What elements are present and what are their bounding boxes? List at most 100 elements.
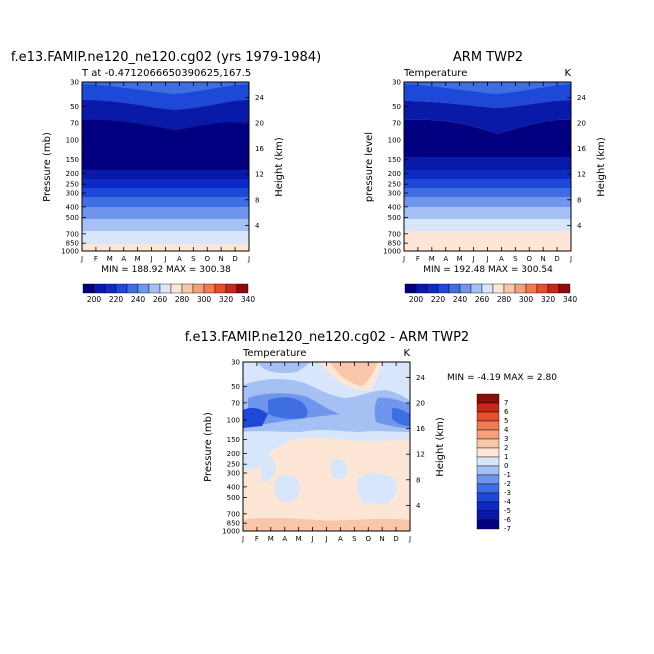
stats-text: MIN = 188.92 MAX = 300.38	[101, 265, 231, 275]
y-right-tick-label: 20	[255, 119, 264, 127]
colorbar-label: 260	[475, 295, 490, 304]
x-tick-label: M	[296, 535, 302, 543]
y-tick-label: 70	[392, 119, 401, 127]
colorbar-label: -2	[504, 480, 511, 488]
y-right-tick-label: 16	[255, 145, 264, 153]
x-tick-label: J	[311, 535, 314, 543]
colorbar-swatch	[547, 283, 560, 294]
colorbar-swatch	[104, 283, 117, 294]
colorbar-swatch	[126, 283, 139, 294]
y-right-tick-label: 4	[255, 222, 260, 230]
y-tick-label: 500	[388, 214, 401, 222]
x-tick-label: M	[457, 255, 463, 263]
level-band-200	[82, 119, 249, 170]
colorbar-label: 1	[504, 453, 508, 461]
colorbar-swatch	[214, 283, 227, 294]
colorbar-swatch	[159, 283, 172, 294]
y-tick-label: 850	[66, 240, 79, 248]
level-band-250	[404, 197, 571, 207]
colorbar-label: 280	[497, 295, 512, 304]
y-tick-label: 250	[227, 461, 240, 469]
colorbar-label: -4	[504, 498, 512, 506]
panel-title: f.e13.FAMIP.ne120_ne120.cg02 - ARM TWP2	[185, 330, 469, 345]
colorbar-label: 340	[241, 295, 256, 304]
y-tick-label: 700	[388, 230, 401, 238]
colorbar-swatch	[476, 465, 500, 476]
x-tick-label: M	[429, 255, 435, 263]
y-tick-label: 700	[66, 230, 79, 238]
stats-text: MIN = 192.48 MAX = 300.54	[423, 265, 553, 275]
colorbar-swatch	[476, 510, 500, 521]
colorbar-swatch	[459, 283, 472, 294]
colorbar-swatch	[476, 429, 500, 440]
level-band-220	[404, 170, 571, 179]
x-tick-label: A	[499, 255, 504, 263]
panel-subtitle-unit: K	[403, 348, 410, 359]
x-tick-label: F	[416, 255, 420, 263]
colorbar-swatch	[476, 402, 500, 413]
y-axis-label-right: Height (km)	[274, 137, 285, 197]
panel-subtitle: Temperature	[403, 68, 467, 79]
colorbar-label: 0	[504, 462, 508, 470]
colorbar-swatch	[476, 393, 500, 404]
y-tick-label: 300	[66, 189, 79, 197]
x-tick-label: S	[513, 255, 518, 263]
x-tick-label: O	[204, 255, 210, 263]
colorbar-label: -6	[504, 516, 512, 524]
colorbar-swatch	[437, 283, 450, 294]
colorbar-label: -3	[504, 489, 511, 497]
y-right-tick-label: 24	[577, 94, 586, 102]
level-band-minus4-left	[268, 397, 308, 419]
x-tick-label: F	[94, 255, 98, 263]
x-tick-label: S	[352, 535, 357, 543]
y-tick-label: 200	[66, 170, 79, 178]
y-right-tick-label: 24	[416, 374, 425, 382]
y-tick-label: 70	[231, 399, 240, 407]
colorbar-label: 240	[453, 295, 468, 304]
y-axis-label: pressure level	[364, 132, 375, 202]
x-tick-label: J	[472, 255, 475, 263]
x-tick-label: N	[380, 535, 385, 543]
colorbar-swatch	[481, 283, 494, 294]
colorbar-label: 260	[153, 295, 168, 304]
y-tick-label: 30	[392, 79, 401, 87]
colorbar-swatch	[476, 483, 500, 494]
y-axis-label-right: Height (km)	[596, 137, 607, 197]
y-tick-label: 250	[66, 181, 79, 189]
level-band-210	[404, 157, 571, 170]
x-tick-label: A	[443, 255, 448, 263]
y-right-tick-label: 12	[255, 171, 264, 179]
y-tick-label: 70	[70, 119, 79, 127]
colorbar-label: 200	[87, 295, 102, 304]
colorbar-swatch	[476, 456, 500, 467]
heatmap-field	[404, 82, 571, 251]
y-tick-label: 300	[227, 469, 240, 477]
x-tick-label: D	[554, 255, 559, 263]
y-right-tick-label: 12	[577, 171, 586, 179]
colorbar-swatch	[93, 283, 106, 294]
panel-title: f.e13.FAMIP.ne120_ne120.cg02 (yrs 1979-1…	[11, 50, 321, 65]
x-tick-label: J	[485, 255, 488, 263]
y-right-tick-label: 24	[255, 94, 264, 102]
x-tick-label: A	[121, 255, 126, 263]
y-tick-label: 1000	[222, 528, 240, 536]
y-tick-label: 850	[227, 520, 240, 528]
colorbar-swatch	[492, 283, 505, 294]
level-band-minus1-patch-d	[274, 474, 301, 503]
y-tick-label: 50	[70, 103, 79, 111]
colorbar-label: 320	[219, 295, 234, 304]
colorbar-label: 320	[541, 295, 556, 304]
y-tick-label: 30	[231, 359, 240, 367]
heatmap-field	[82, 82, 249, 251]
colorbar-label: 220	[431, 295, 446, 304]
colorbar-swatch	[476, 492, 500, 503]
colorbar-label: 300	[197, 295, 212, 304]
level-band-260	[404, 207, 571, 219]
panel-subtitle-unit: K	[564, 68, 571, 79]
panel-subtitle: T at -0.4712066650390625,167.5	[81, 68, 251, 79]
